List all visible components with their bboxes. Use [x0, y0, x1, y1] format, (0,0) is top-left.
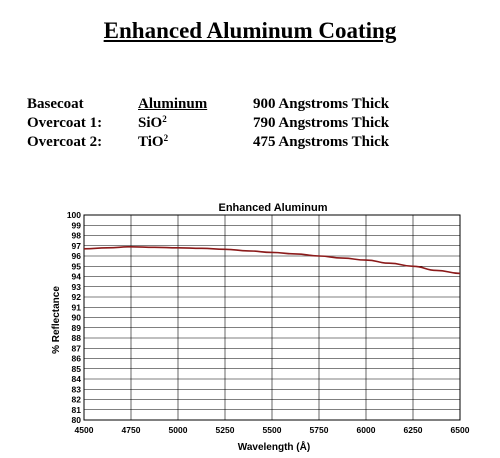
layer-label: Basecoat [27, 96, 84, 112]
y-tick-label: 99 [72, 220, 82, 230]
y-tick-label: 84 [72, 374, 82, 384]
y-tick-label: 92 [72, 292, 82, 302]
x-tick-label: 6250 [404, 425, 423, 435]
layer-material: TiO2 [138, 133, 169, 150]
y-tick-label: 98 [72, 231, 82, 241]
layer-row-overcoat-1: Overcoat 1: SiO2 790 Angstroms Thick [27, 114, 453, 133]
x-tick-label: 6500 [451, 425, 470, 435]
y-tick-label: 81 [72, 405, 82, 415]
y-tick-label: 94 [72, 272, 82, 282]
reflectance-chart: Enhanced Aluminum 8081828384858687888990… [51, 202, 470, 453]
plot-frame [83, 214, 461, 421]
chart-grid [83, 214, 461, 421]
x-tick-label: 5000 [169, 425, 188, 435]
y-tick-label: 100 [67, 210, 81, 220]
x-tick-label: 4500 [75, 425, 94, 435]
y-tick-label: 95 [72, 261, 82, 271]
x-tick-label: 5500 [263, 425, 282, 435]
layer-material: Aluminum [138, 96, 208, 112]
page-title: Enhanced Aluminum Coating [103, 18, 397, 43]
x-tick-labels: 4500 4750 5000 5250 5500 5750 6000 6250 6500 [75, 425, 470, 435]
y-tick-label: 96 [72, 251, 82, 261]
reflectance-series-line [83, 245, 461, 275]
layer-label: Overcoat 2: [27, 134, 103, 150]
layer-row-overcoat-2: Overcoat 2: TiO2 475 Angstroms Thick [27, 133, 453, 152]
y-tick-label: 97 [72, 241, 82, 251]
y-tick-label: 80 [72, 415, 82, 425]
y-tick-label: 82 [72, 395, 82, 405]
layer-material: SiO2 [138, 114, 167, 131]
x-tick-label: 5750 [310, 425, 329, 435]
y-tick-label: 87 [72, 343, 82, 353]
y-tick-label: 93 [72, 282, 82, 292]
y-tick-label: 86 [72, 354, 82, 364]
layer-label: Overcoat 1: [27, 115, 103, 131]
chart-title: Enhanced Aluminum [219, 202, 328, 214]
layer-thickness: 900 Angstroms Thick [253, 96, 390, 112]
y-tick-label: 88 [72, 333, 82, 343]
y-tick-label: 83 [72, 384, 82, 394]
y-tick-label: 90 [72, 313, 82, 323]
y-tick-label: 91 [72, 302, 82, 312]
material-subscript: 2 [163, 133, 169, 143]
x-tick-label: 5250 [216, 425, 235, 435]
layer-row-basecoat: Basecoat Aluminum 900 Angstroms Thick [27, 95, 453, 114]
x-tick-label: 6000 [357, 425, 376, 435]
x-tick-label: 4750 [122, 425, 141, 435]
layer-thickness: 475 Angstroms Thick [253, 134, 390, 150]
x-axis-label: Wavelength (Å) [238, 440, 310, 453]
material-subscript: 2 [162, 114, 167, 124]
y-axis-label: % Reflectance [51, 286, 62, 354]
y-tick-label: 85 [72, 364, 82, 374]
coating-spec-table: Basecoat Aluminum 900 Angstroms Thick Ov… [27, 95, 453, 152]
y-tick-labels: 8081828384858687888990919293949596979899… [67, 210, 81, 425]
layer-thickness: 790 Angstroms Thick [253, 115, 390, 131]
y-tick-label: 89 [72, 323, 82, 333]
